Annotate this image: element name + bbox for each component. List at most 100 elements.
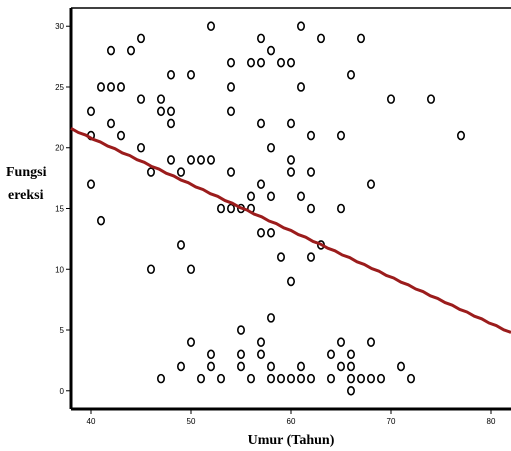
data-point [336,203,345,214]
data-point [296,21,305,32]
y-tick-label: 0 [60,387,65,396]
data-point [167,118,176,129]
data-point [296,361,305,372]
data-point [256,337,265,347]
data-point [157,373,166,384]
data-point [266,313,275,323]
data-point [237,325,246,335]
data-point [227,167,236,177]
data-point [366,179,375,189]
data-point [167,70,176,80]
data-point [167,106,176,117]
data-point [336,130,345,141]
data-point [326,349,335,360]
data-point [207,349,216,360]
data-point [207,155,216,165]
data-point [187,70,196,80]
data-point [396,361,405,372]
data-point [286,118,295,129]
data-point [316,33,325,44]
data-point [217,373,226,384]
x-tick-label: 80 [487,417,496,426]
y-tick-label: 15 [55,205,64,214]
data-point [207,361,216,372]
data-point [256,33,265,44]
data-point [227,82,236,92]
data-point [266,373,275,384]
data-point [456,130,465,141]
data-point [167,155,176,165]
data-point [296,82,305,92]
data-point [237,349,246,360]
data-point [266,228,275,238]
data-point [286,167,295,177]
data-point [376,373,385,384]
plot-frame [69,7,511,411]
data-point [137,94,146,104]
y-tick-label: 10 [55,265,64,274]
data-point [87,106,96,117]
data-point [227,203,236,214]
y-axis-ticks: 0 5 10 15 20 25 30 [55,22,71,396]
x-axis-ticks: 40 50 60 70 80 [87,409,496,426]
data-point [346,349,355,360]
data-point [217,203,226,214]
data-point [147,264,156,275]
data-point [266,361,275,372]
data-point [256,57,265,68]
data-point [346,385,355,396]
data-point [336,337,345,347]
data-point [306,167,315,177]
data-point [197,155,206,165]
data-point [97,82,106,92]
data-point [157,94,166,104]
data-point [227,106,236,117]
regression-fit-line [70,126,511,334]
data-point [187,337,196,347]
data-point [107,82,116,92]
data-point [286,276,295,287]
y-axis-title-line-2: ereksi [8,188,44,203]
data-point [266,191,275,202]
data-point [87,179,96,189]
y-tick-label: 25 [55,83,64,92]
data-point [426,94,435,104]
data-point [117,82,126,92]
data-point [276,252,285,262]
data-point [346,373,355,384]
data-point [286,155,295,165]
data-point [386,94,395,104]
data-point [247,191,256,202]
data-point [326,373,335,384]
data-points [87,21,465,396]
data-point [247,373,256,384]
x-axis-title: Umur (Tahun) [248,433,335,448]
data-point [366,373,375,384]
data-point [137,33,146,44]
data-point [256,349,265,360]
y-tick-label: 30 [55,22,64,31]
x-tick-label: 60 [287,417,296,426]
data-point [137,142,146,153]
data-point [266,45,275,56]
data-point [117,130,126,141]
data-point [276,57,285,68]
data-point [306,373,315,384]
data-point [346,70,355,80]
data-point [306,203,315,214]
data-point [157,106,166,117]
data-point [306,252,315,262]
data-point [177,361,186,372]
data-point [97,215,106,226]
data-point [296,373,305,384]
data-point [247,57,256,68]
y-tick-label: 20 [55,144,64,153]
data-point [177,167,186,177]
data-point [276,373,285,384]
data-point [266,142,275,153]
data-point [256,179,265,189]
data-point [107,118,116,129]
x-tick-label: 70 [387,417,396,426]
